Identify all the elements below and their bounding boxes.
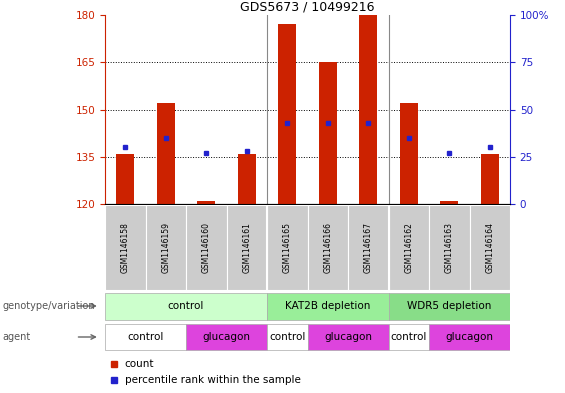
Text: GSM1146166: GSM1146166: [323, 222, 332, 273]
Bar: [278, 24, 297, 204]
Bar: [267, 292, 389, 320]
Bar: [348, 205, 389, 290]
Title: GDS5673 / 10499216: GDS5673 / 10499216: [240, 1, 375, 14]
Bar: [186, 324, 267, 350]
Bar: [389, 292, 510, 320]
Bar: [319, 62, 337, 204]
Bar: [116, 154, 134, 204]
Bar: [440, 201, 458, 204]
Bar: [359, 15, 377, 204]
Text: control: control: [127, 332, 164, 342]
Bar: [470, 205, 510, 290]
Text: GSM1146167: GSM1146167: [364, 222, 373, 273]
Bar: [307, 205, 348, 290]
Text: genotype/variation: genotype/variation: [3, 301, 95, 311]
Bar: [157, 103, 175, 204]
Text: GSM1146161: GSM1146161: [242, 222, 251, 273]
Bar: [389, 205, 429, 290]
Bar: [186, 205, 227, 290]
Text: control: control: [168, 301, 204, 311]
Text: GSM1146158: GSM1146158: [121, 222, 130, 273]
Bar: [429, 324, 510, 350]
Text: glucagon: glucagon: [202, 332, 250, 342]
Bar: [429, 205, 470, 290]
Bar: [399, 103, 418, 204]
Bar: [197, 201, 215, 204]
Text: GSM1146160: GSM1146160: [202, 222, 211, 273]
Text: KAT2B depletion: KAT2B depletion: [285, 301, 371, 311]
Text: control: control: [390, 332, 427, 342]
Bar: [389, 324, 429, 350]
Bar: [307, 324, 389, 350]
Text: percentile rank within the sample: percentile rank within the sample: [125, 375, 301, 386]
Text: GSM1146164: GSM1146164: [485, 222, 494, 273]
Bar: [105, 324, 186, 350]
Text: control: control: [269, 332, 306, 342]
Bar: [267, 324, 307, 350]
Text: glucagon: glucagon: [445, 332, 493, 342]
Bar: [481, 154, 499, 204]
Text: count: count: [125, 359, 154, 369]
Text: glucagon: glucagon: [324, 332, 372, 342]
Bar: [105, 205, 146, 290]
Bar: [227, 205, 267, 290]
Text: agent: agent: [3, 332, 31, 342]
Bar: [146, 205, 186, 290]
Text: GSM1146165: GSM1146165: [282, 222, 292, 273]
Text: WDR5 depletion: WDR5 depletion: [407, 301, 492, 311]
Text: GSM1146159: GSM1146159: [161, 222, 170, 273]
Text: GSM1146163: GSM1146163: [445, 222, 454, 273]
Bar: [105, 292, 267, 320]
Bar: [238, 154, 256, 204]
Bar: [267, 205, 307, 290]
Text: GSM1146162: GSM1146162: [404, 222, 413, 273]
